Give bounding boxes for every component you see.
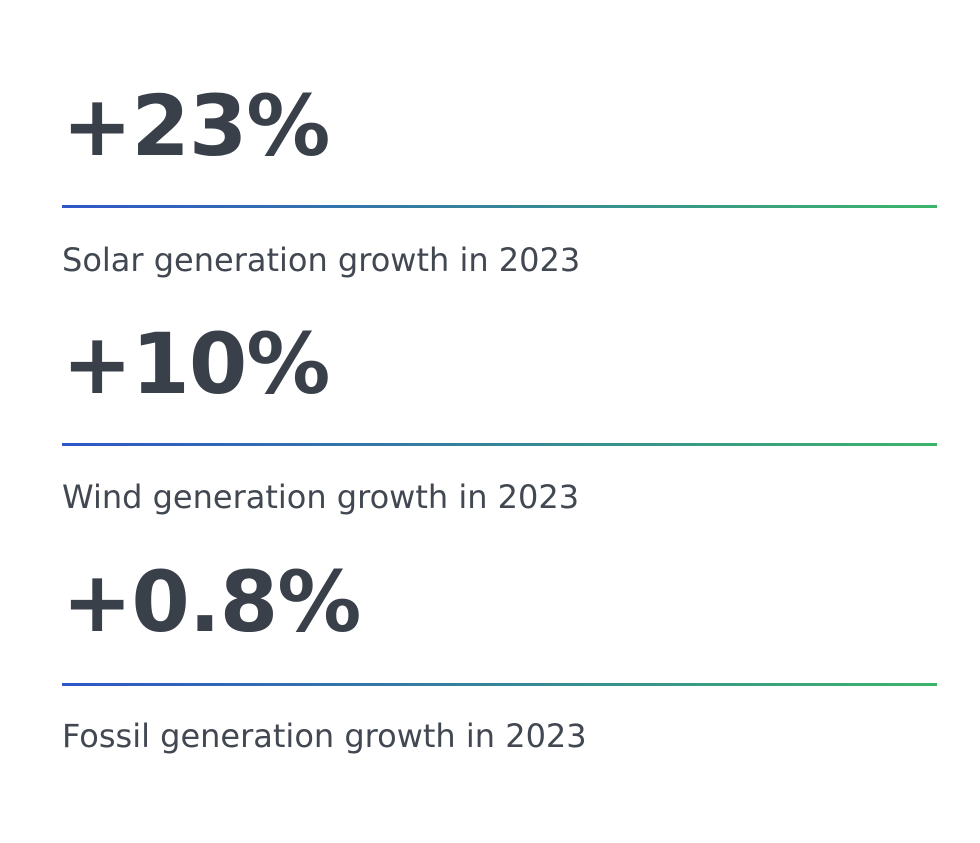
stat-divider-wind (62, 443, 937, 446)
stat-value-solar: +23% (62, 77, 330, 175)
stat-value-wind: +10% (62, 315, 330, 413)
stat-label-solar: Solar generation growth in 2023 (62, 241, 581, 279)
stat-divider-fossil (62, 683, 937, 686)
stat-label-wind: Wind generation growth in 2023 (62, 478, 580, 516)
stat-value-fossil: +0.8% (62, 553, 361, 651)
stat-divider-solar (62, 205, 937, 208)
stat-label-fossil: Fossil generation growth in 2023 (62, 717, 587, 755)
